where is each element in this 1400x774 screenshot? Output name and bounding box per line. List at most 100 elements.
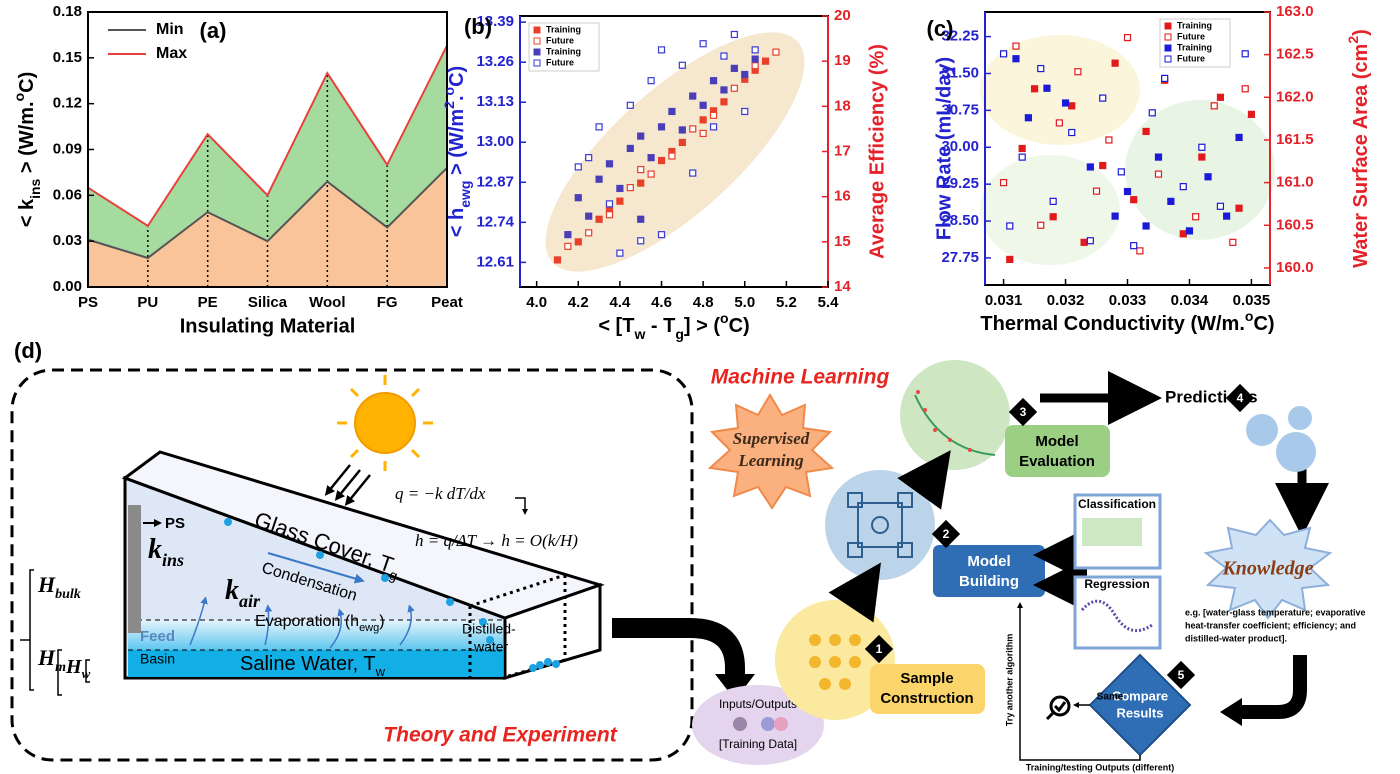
label-part: C) <box>729 315 750 337</box>
label-part: ] > ( <box>684 315 720 337</box>
label-part: o <box>1245 308 1254 324</box>
point <box>1100 163 1106 169</box>
point <box>1106 137 1112 143</box>
label-part: o <box>11 93 27 102</box>
point <box>638 238 644 244</box>
point <box>659 47 665 53</box>
point <box>752 63 758 69</box>
point <box>1149 110 1155 116</box>
figure: PSPUPESilicaWoolFGPeat0.000.030.060.090.… <box>0 0 1400 774</box>
point <box>1143 128 1149 134</box>
point <box>690 126 696 132</box>
point <box>565 232 571 238</box>
point <box>638 167 644 173</box>
retry-label: Try another algorithm <box>1004 634 1014 727</box>
point <box>648 171 654 177</box>
supervised-label: Learning <box>737 451 804 470</box>
flow-arrow <box>612 628 735 676</box>
point <box>1155 171 1161 177</box>
point <box>1063 100 1069 106</box>
example-text: e.g. [water-glass temperature; evaporati… <box>1185 607 1366 617</box>
subscript: ewg <box>359 622 379 634</box>
symbol: k <box>148 534 162 565</box>
equation-arrow <box>515 498 525 512</box>
legend-label: Future <box>546 35 574 45</box>
knowledge-arrow <box>1240 655 1300 712</box>
classification-label: Classification <box>1078 497 1156 511</box>
x-tick-label: Wool <box>309 294 345 311</box>
step-number: 5 <box>1178 668 1185 682</box>
point <box>721 87 727 93</box>
point <box>1217 203 1223 209</box>
x-tick-label: 0.034 <box>1171 292 1209 309</box>
point <box>1180 184 1186 190</box>
point <box>679 127 685 133</box>
y-tick-label: 0.09 <box>53 140 82 157</box>
y-tick-label: 0.00 <box>53 278 82 295</box>
point <box>1242 86 1248 92</box>
x-tick-label: Peat <box>431 294 463 311</box>
subscript: m <box>55 660 66 675</box>
step-label: Model <box>967 553 1010 570</box>
x-tick-label: PE <box>198 294 218 311</box>
point <box>638 180 644 186</box>
point <box>575 239 581 245</box>
sun <box>337 375 433 471</box>
point <box>711 78 717 84</box>
symbol: H <box>37 572 56 597</box>
evaluation-icon <box>900 360 1010 470</box>
point <box>596 176 602 182</box>
point <box>1087 164 1093 170</box>
label-part: C) <box>446 66 468 87</box>
point <box>1038 66 1044 72</box>
diagram: (d) PS kins kair Glass Cover, Tg Condens… <box>12 338 1366 773</box>
legend-label: Training <box>1177 42 1212 52</box>
x-tick-label: Silica <box>248 294 288 311</box>
y-tick-label: 12.74 <box>476 213 514 230</box>
point <box>1013 56 1019 62</box>
point <box>1230 239 1236 245</box>
legend-swatch <box>534 38 540 44</box>
label-part: 2 <box>1345 36 1361 44</box>
point <box>1069 103 1075 109</box>
x-axis-label: Insulating Material <box>180 315 356 337</box>
text: Saline Water, T <box>240 653 376 675</box>
x-axis-label: < [Tw - Tg] > (oC) <box>598 310 749 342</box>
gears-icon <box>1246 406 1316 472</box>
legend-label: Min <box>156 21 184 38</box>
step-number: 3 <box>1020 405 1027 419</box>
point <box>700 102 706 108</box>
x-tick-label: 0.033 <box>1109 292 1147 309</box>
point <box>1007 256 1013 262</box>
x-tick-label: 0.032 <box>1047 292 1085 309</box>
point <box>648 78 654 84</box>
legend-swatch <box>534 49 540 55</box>
point <box>1001 180 1007 186</box>
data-label: Inputs/Outputs <box>719 697 797 711</box>
x-tick-label: 0.031 <box>985 292 1023 309</box>
y2-tick-label: 17 <box>834 142 851 159</box>
label-part: w <box>633 326 645 342</box>
point <box>1193 214 1199 220</box>
point <box>1248 111 1254 117</box>
point <box>1056 120 1062 126</box>
x-tick-label: 4.8 <box>693 294 714 311</box>
label-part: < [T <box>598 315 634 337</box>
x-tick-label: 5.0 <box>734 294 755 311</box>
distilled-label: Distilled- <box>462 621 516 637</box>
x-tick-label: 0.035 <box>1233 292 1271 309</box>
y-tick-label: 12.61 <box>476 253 514 270</box>
point <box>1100 95 1106 101</box>
building-icon <box>825 470 935 580</box>
point <box>669 153 675 159</box>
point <box>659 232 665 238</box>
point <box>659 124 665 130</box>
subscript: ins <box>162 550 184 570</box>
point <box>1186 228 1192 234</box>
legend-swatch <box>1165 34 1171 40</box>
y-axis-label: < kins > (W/m.oC) <box>11 72 43 228</box>
y2-tick-label: 15 <box>834 233 851 250</box>
y2-axis-label: Average Efficiency (%) <box>866 44 888 259</box>
point <box>606 161 612 167</box>
point <box>1168 198 1174 204</box>
